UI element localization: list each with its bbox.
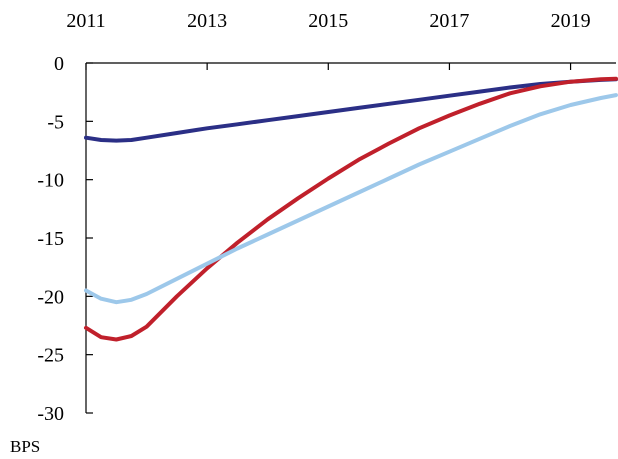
series-group [84,76,618,342]
x-tick-label: 2017 [429,10,469,32]
y-tick-label: -30 [37,403,64,425]
axes [85,62,616,414]
y-tick-label: -5 [47,111,64,133]
x-tick-label: 2013 [187,10,227,32]
x-tick-label: 2019 [551,10,591,32]
y-tick-label: -10 [37,170,64,192]
y-tick-label: -15 [37,228,64,250]
y-tick-label: 0 [54,53,64,75]
y-unit-label: BPS [10,437,40,456]
series-line-1 [84,77,618,143]
x-tick-label: 2015 [308,10,348,32]
series-line-3 [84,93,618,305]
y-tick-label: -25 [37,345,64,367]
x-tick-label: 2011 [66,10,105,32]
series-line-2 [84,76,618,342]
y-axis-labels: 0 -5 -10 -15 -20 -25 -30 [37,53,64,425]
y-tick-label: -20 [37,286,64,308]
x-axis-labels: 2011 2013 2015 2017 2019 [66,10,590,32]
